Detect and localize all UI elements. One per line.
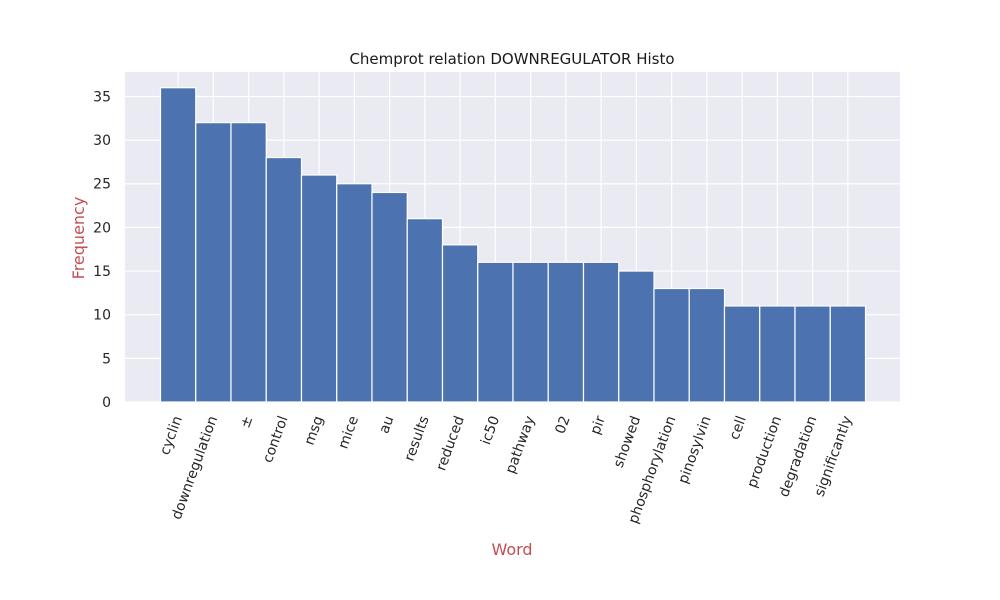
bar [300, 174, 338, 403]
bar [230, 122, 267, 403]
bar [441, 244, 479, 403]
bar [582, 261, 620, 403]
y-tick-label: 35 [93, 89, 111, 105]
bar [265, 156, 303, 403]
bar [759, 305, 796, 403]
bar [547, 261, 585, 403]
bar [829, 305, 867, 403]
y-tick-label: 5 [102, 351, 111, 367]
x-tick-label: 02 [553, 414, 574, 436]
y-tick-label: 20 [93, 220, 111, 236]
y-tick-label: 25 [93, 177, 111, 193]
bar [653, 287, 690, 403]
bar [688, 287, 726, 403]
y-tick-label: 30 [93, 133, 111, 149]
x-tick-label: pir [588, 414, 609, 437]
x-tick-label: au [376, 414, 397, 436]
y-tick-label: 15 [93, 264, 111, 280]
y-axis-label: Frequency [69, 197, 88, 280]
y-tick-label: 0 [102, 395, 111, 411]
bar [371, 191, 408, 403]
x-tick-label: ± [237, 414, 256, 430]
bar [794, 305, 831, 403]
bar [195, 122, 232, 403]
bar [477, 261, 514, 403]
bar [512, 261, 549, 403]
x-tick-label: cell [727, 414, 750, 442]
bar [618, 270, 655, 403]
chart-title: Chemprot relation DOWNREGULATOR Histo [349, 50, 674, 68]
bar [159, 87, 197, 403]
y-tick-label: 10 [93, 308, 111, 324]
bar [336, 183, 373, 403]
y-axis-ticks: 0 5 10 15 20 25 30 35 [93, 89, 111, 411]
x-axis-label: Word [491, 540, 532, 559]
bar [723, 305, 761, 403]
bar [406, 218, 444, 403]
bars [159, 87, 867, 403]
